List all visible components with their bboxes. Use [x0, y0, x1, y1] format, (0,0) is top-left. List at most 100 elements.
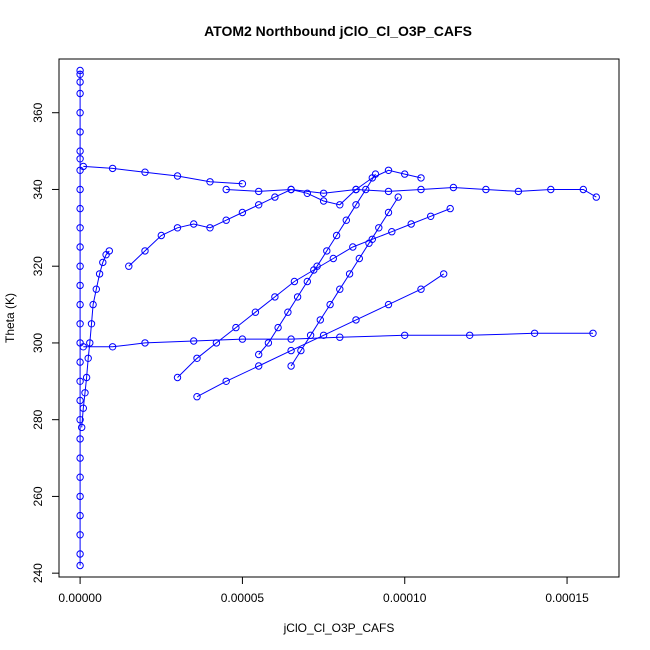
- data-point: [79, 404, 88, 412]
- data-point: [76, 155, 84, 163]
- data-point: [287, 185, 295, 194]
- series-line: [83, 332, 593, 348]
- data-point: [76, 224, 84, 232]
- data-point: [76, 89, 84, 98]
- data-point: [81, 389, 89, 397]
- data-point: [76, 454, 84, 462]
- data-point: [125, 262, 133, 270]
- data-point: [329, 254, 337, 263]
- data-point: [76, 78, 84, 86]
- series-line: [258, 173, 376, 355]
- data-point: [87, 320, 96, 328]
- data-series: [173, 204, 454, 382]
- data-point: [326, 300, 334, 309]
- data-point: [76, 204, 84, 213]
- data-point: [401, 331, 409, 339]
- plot-frame: [58, 58, 620, 578]
- data-point: [345, 270, 354, 278]
- data-series: [287, 193, 402, 370]
- data-point: [76, 531, 84, 539]
- data-point: [375, 224, 383, 232]
- data-series: [79, 162, 247, 188]
- data-point: [206, 224, 214, 232]
- data-point: [222, 377, 230, 385]
- data-point: [76, 243, 84, 251]
- data-point: [287, 362, 295, 370]
- data-series: [125, 166, 425, 270]
- data-point: [547, 185, 555, 194]
- series-line: [177, 208, 451, 378]
- data-point: [238, 180, 247, 188]
- data-point: [336, 333, 344, 341]
- data-point: [306, 331, 315, 339]
- data-point: [255, 201, 263, 209]
- data-point: [222, 216, 230, 224]
- y-tick-label: 320: [31, 256, 45, 276]
- data-point: [384, 208, 393, 217]
- data-point: [323, 247, 331, 255]
- data-point: [440, 270, 448, 278]
- chart-title: ATOM2 Northbound jClO_Cl_O3P_CAFS: [204, 23, 472, 39]
- y-tick-label: 280: [31, 409, 45, 429]
- data-point: [190, 220, 198, 228]
- data-point: [287, 346, 295, 355]
- data-point: [76, 281, 84, 290]
- data-point: [384, 187, 393, 196]
- data-point: [76, 109, 84, 117]
- data-point: [365, 239, 373, 247]
- data-point: [79, 343, 88, 351]
- data-point: [274, 323, 282, 332]
- data-point: [284, 308, 292, 316]
- data-point: [355, 254, 363, 263]
- data-point: [222, 185, 230, 194]
- data-point: [108, 343, 117, 351]
- data-point: [592, 193, 600, 201]
- data-series: [79, 329, 597, 351]
- data-point: [352, 201, 360, 209]
- data-point: [255, 362, 263, 370]
- data-point: [514, 187, 523, 196]
- data-point: [255, 350, 263, 359]
- data-point: [352, 185, 360, 194]
- series-line: [81, 250, 110, 428]
- data-point: [352, 316, 360, 324]
- data-point: [394, 193, 402, 201]
- data-point: [105, 247, 114, 255]
- data-point: [157, 231, 166, 240]
- data-point: [349, 243, 357, 251]
- data-point: [99, 258, 107, 267]
- data-point: [417, 185, 425, 194]
- data-point: [76, 396, 84, 405]
- data-point: [76, 358, 84, 366]
- x-axis-label: jClO_Cl_O3P_CAFS: [283, 621, 395, 635]
- data-point: [232, 323, 240, 332]
- y-axis-label: Theta (K): [3, 293, 17, 343]
- data-point: [92, 285, 101, 293]
- y-tick-label: 260: [31, 486, 45, 506]
- data-point: [76, 147, 84, 155]
- data-point: [271, 293, 279, 301]
- data-point: [427, 212, 435, 221]
- data-point: [384, 166, 393, 175]
- data-point: [417, 174, 425, 182]
- plot-area: [76, 66, 600, 570]
- data-point: [371, 170, 380, 178]
- data-point: [417, 285, 425, 293]
- series-line: [83, 165, 243, 185]
- data-point: [238, 208, 247, 217]
- series-line: [196, 273, 444, 398]
- data-point: [78, 423, 86, 432]
- data-point: [193, 393, 201, 401]
- x-axis: 0.00000 0.00005 0.00010 0.00015: [58, 576, 589, 605]
- data-point: [319, 331, 328, 339]
- data-point: [579, 185, 587, 194]
- data-series: [222, 183, 600, 201]
- x-tick-label: 0.00000: [58, 591, 102, 605]
- data-point: [76, 377, 84, 385]
- data-point: [173, 224, 182, 232]
- data-point: [190, 337, 198, 345]
- y-tick-label: 360: [31, 102, 45, 122]
- data-point: [466, 331, 474, 339]
- data-series: [193, 270, 448, 401]
- data-point: [401, 170, 409, 178]
